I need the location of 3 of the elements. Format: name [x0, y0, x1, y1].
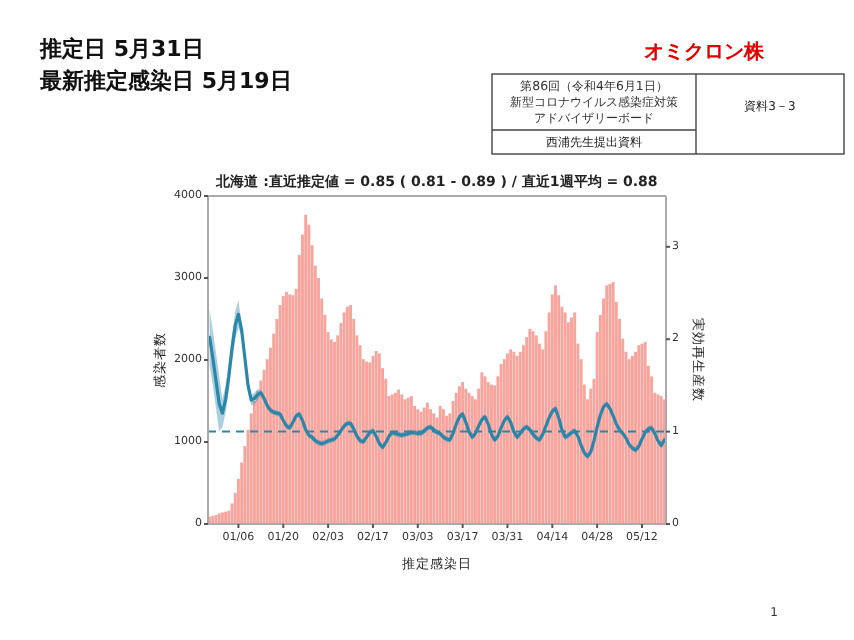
text: オミクロン株 — [644, 40, 766, 64]
text: 推定日 5月31日 — [38, 36, 204, 62]
text: 最新推定感染日 5月19日 — [38, 68, 292, 94]
